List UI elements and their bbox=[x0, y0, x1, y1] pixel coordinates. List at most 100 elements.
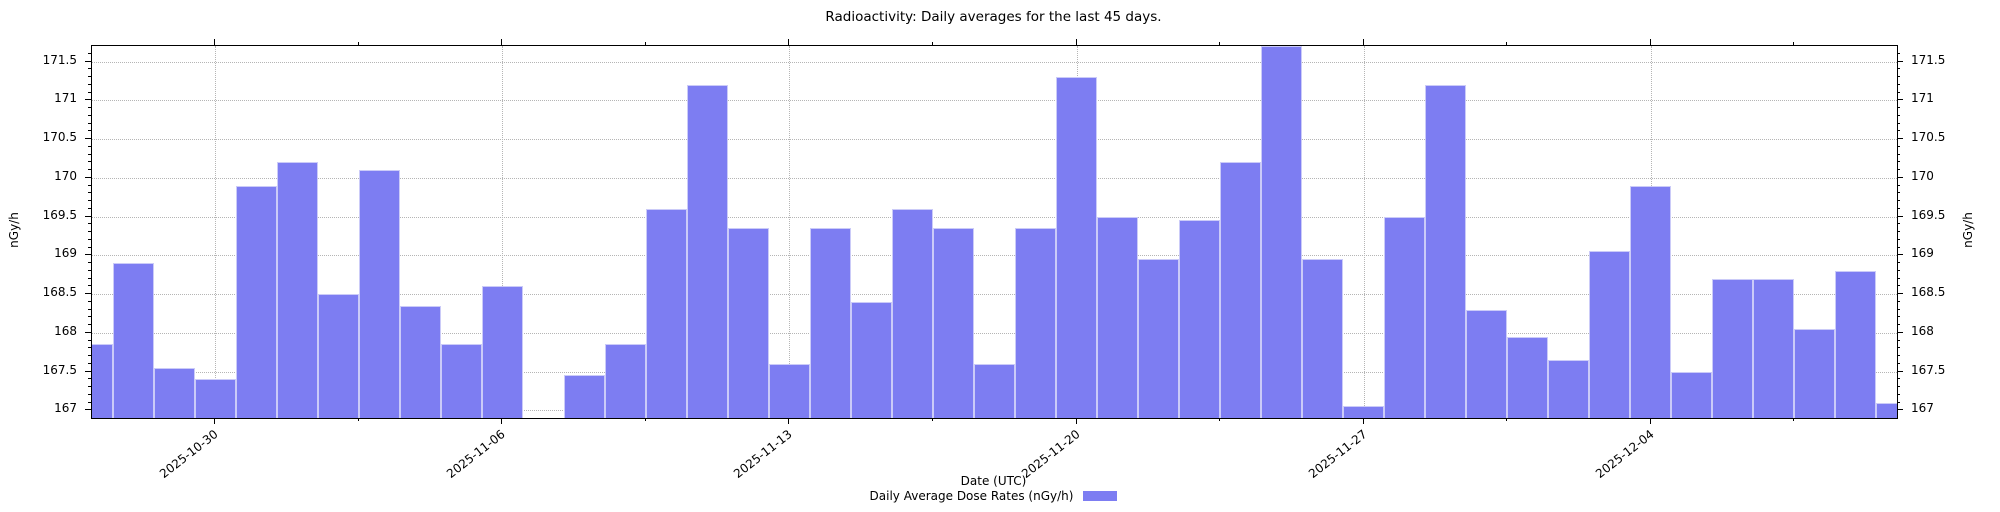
x-minor-tick-top bbox=[1506, 42, 1508, 45]
y-major-tick-left bbox=[85, 176, 91, 178]
x-gridline-2025-11-13 bbox=[789, 46, 791, 418]
bar-2025-11-15 bbox=[850, 301, 892, 418]
bar-2025-11-04 bbox=[399, 305, 441, 418]
y-minor-tick-right bbox=[1897, 161, 1900, 163]
y-minor-tick-left bbox=[88, 362, 91, 364]
y-tick-label-left-171: 171 bbox=[54, 91, 77, 106]
bar-2025-11-29 bbox=[1425, 84, 1467, 418]
y-gridline-171 bbox=[92, 100, 1897, 102]
bar-2025-11-25 bbox=[1261, 46, 1303, 418]
y-tick-label-left-169: 169 bbox=[54, 246, 77, 261]
x-major-tick-bottom bbox=[1649, 418, 1651, 424]
y-major-tick-right bbox=[1897, 60, 1903, 62]
bar-2025-11-06 bbox=[481, 286, 523, 418]
y-gridline-171.5 bbox=[92, 61, 1897, 63]
y-minor-tick-right bbox=[1897, 223, 1900, 225]
y-minor-tick-left bbox=[88, 238, 91, 240]
y-major-tick-left bbox=[85, 215, 91, 217]
y-minor-tick-right bbox=[1897, 107, 1900, 108]
y-tick-label-right-168.5: 168.5 bbox=[1911, 285, 1946, 299]
x-axis-label: Date (UTC) bbox=[960, 474, 1027, 488]
y-major-tick-right bbox=[1897, 409, 1903, 411]
bar-2025-11-02 bbox=[317, 294, 359, 418]
y-minor-tick-right bbox=[1897, 393, 1900, 395]
x-major-tick-top bbox=[788, 39, 790, 45]
y-tick-label-left-167.5: 167.5 bbox=[42, 362, 77, 377]
y-minor-tick-left bbox=[88, 200, 91, 201]
y-minor-tick-left bbox=[88, 122, 91, 124]
bar-2025-12-06 bbox=[1712, 278, 1754, 418]
y-minor-tick-left bbox=[88, 393, 91, 395]
y-tick-label-right-171: 171 bbox=[1911, 91, 1934, 106]
y-gridline-168 bbox=[92, 332, 1897, 334]
bar-2025-11-22 bbox=[1138, 259, 1180, 418]
y-major-tick-right bbox=[1897, 176, 1903, 178]
y-minor-tick-left bbox=[88, 386, 91, 387]
bar-2025-11-24 bbox=[1220, 162, 1262, 418]
x-major-tick-bottom bbox=[501, 418, 503, 424]
y-minor-tick-right bbox=[1897, 207, 1900, 209]
bar-2025-10-31 bbox=[235, 185, 277, 418]
bar-2025-11-17 bbox=[932, 228, 974, 418]
y-minor-tick-right bbox=[1897, 130, 1900, 132]
y-major-tick-right bbox=[1897, 370, 1903, 372]
bar-2025-12-01 bbox=[1507, 336, 1549, 418]
y-minor-tick-right bbox=[1897, 401, 1900, 403]
y-minor-tick-right bbox=[1897, 300, 1900, 302]
y-minor-tick-right bbox=[1897, 231, 1900, 232]
legend-label: Daily Average Dose Rates (nGy/h) bbox=[869, 489, 1074, 503]
y-minor-tick-right bbox=[1897, 339, 1900, 341]
bar-2025-10-30 bbox=[194, 379, 236, 418]
y-tick-label-left-169.5: 169.5 bbox=[42, 207, 77, 222]
y-major-tick-right bbox=[1897, 254, 1903, 256]
y-minor-tick-left bbox=[88, 76, 91, 77]
y-minor-tick-left bbox=[88, 231, 91, 232]
x-major-tick-bottom bbox=[214, 418, 216, 424]
y-tick-label-left-168: 168 bbox=[54, 323, 77, 338]
y-minor-tick-right bbox=[1897, 362, 1900, 364]
x-gridline-2025-11-06 bbox=[502, 46, 504, 418]
y-gridline-168.5 bbox=[92, 294, 1897, 295]
y-minor-tick-right bbox=[1897, 52, 1900, 54]
y-minor-tick-left bbox=[88, 192, 91, 194]
x-minor-tick-top bbox=[1793, 42, 1795, 45]
y-minor-tick-right bbox=[1897, 355, 1900, 356]
y-tick-label-left-167: 167 bbox=[54, 401, 77, 416]
y-minor-tick-left bbox=[88, 107, 91, 108]
y-tick-label-right-169: 169 bbox=[1911, 246, 1934, 261]
bar-2025-11-09 bbox=[604, 344, 646, 418]
bar-2025-11-20 bbox=[1056, 77, 1098, 418]
y-minor-tick-right bbox=[1897, 76, 1900, 77]
x-major-tick-top bbox=[501, 39, 503, 45]
y-gridline-169.5 bbox=[92, 216, 1897, 218]
y-minor-tick-right bbox=[1897, 192, 1900, 194]
y-major-tick-left bbox=[85, 138, 91, 139]
y-minor-tick-left bbox=[88, 316, 91, 318]
x-minor-tick-bottom bbox=[1506, 418, 1508, 421]
y-minor-tick-right bbox=[1897, 277, 1900, 279]
x-gridline-2025-10-30 bbox=[215, 46, 217, 418]
y-minor-tick-left bbox=[88, 285, 91, 287]
y-minor-tick-left bbox=[88, 277, 91, 279]
x-minor-tick-top bbox=[357, 42, 359, 45]
y-minor-tick-right bbox=[1897, 347, 1900, 349]
x-minor-tick-top bbox=[1219, 42, 1221, 45]
bar-2025-11-21 bbox=[1097, 216, 1139, 418]
x-major-tick-top bbox=[1075, 39, 1077, 45]
x-minor-tick-top bbox=[644, 42, 646, 45]
x-major-tick-top bbox=[1362, 39, 1364, 45]
bar-2025-11-23 bbox=[1179, 220, 1221, 418]
y-minor-tick-right bbox=[1897, 246, 1900, 248]
y-major-tick-left bbox=[85, 370, 91, 372]
y-minor-tick-right bbox=[1897, 122, 1900, 124]
bar-2025-11-18 bbox=[973, 363, 1015, 418]
y-tick-label-right-171.5: 171.5 bbox=[1911, 52, 1946, 67]
x-major-tick-bottom bbox=[1075, 418, 1077, 424]
bar-2025-10-29 bbox=[153, 367, 195, 418]
y-major-tick-right bbox=[1897, 215, 1903, 217]
y-major-tick-left bbox=[85, 409, 91, 411]
bar-2025-11-14 bbox=[809, 228, 851, 418]
y-minor-tick-left bbox=[88, 161, 91, 163]
y-minor-tick-left bbox=[88, 145, 91, 147]
bar-2025-11-30 bbox=[1466, 309, 1508, 418]
